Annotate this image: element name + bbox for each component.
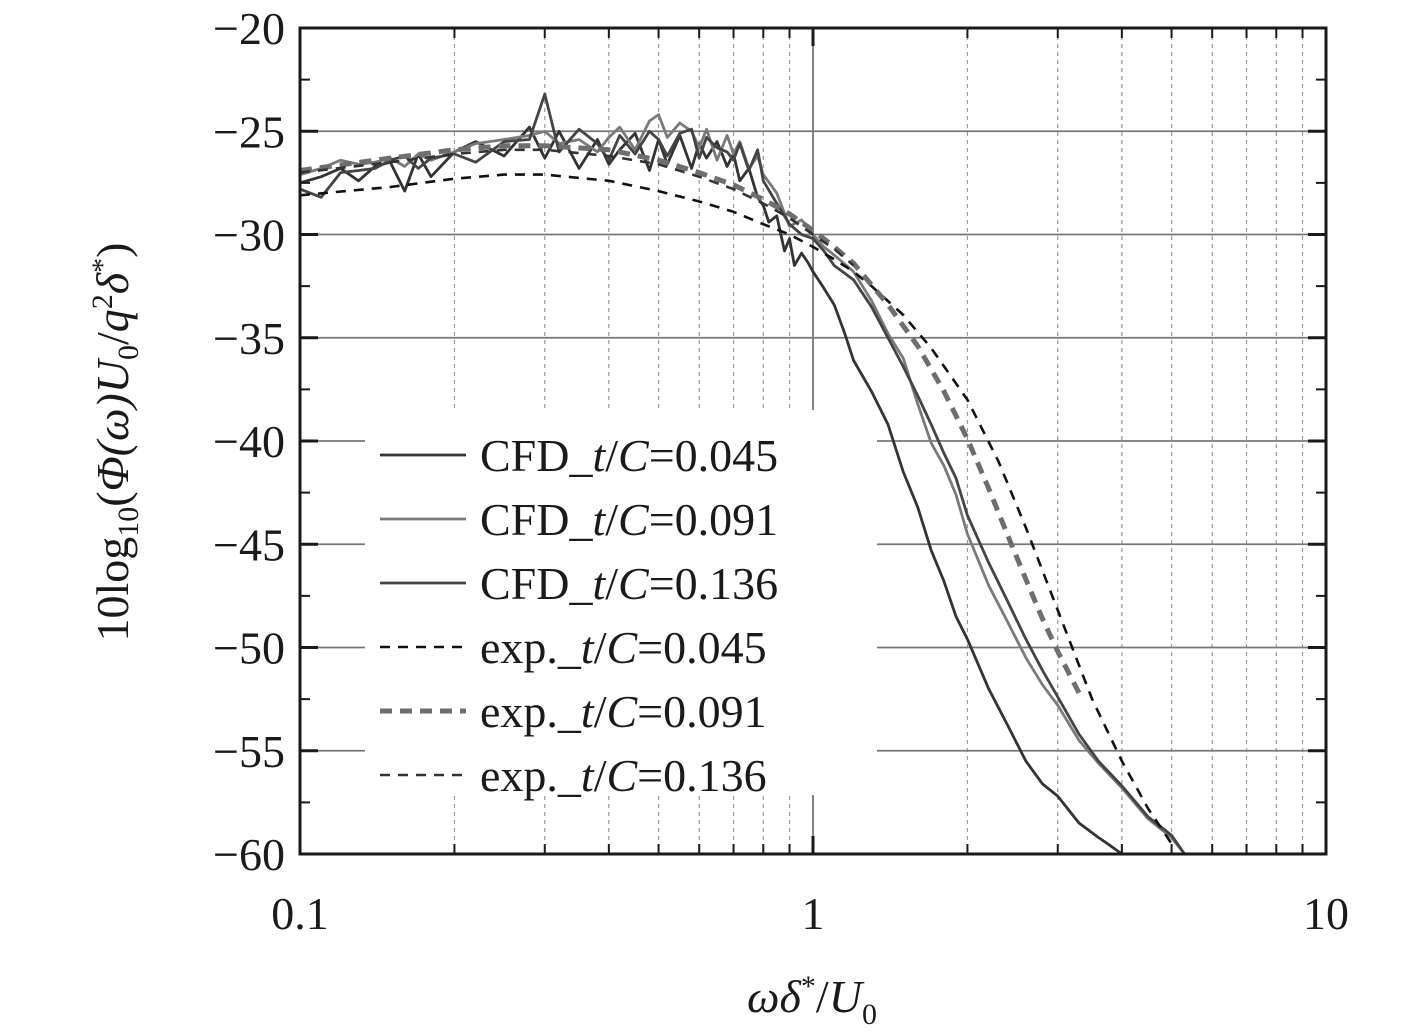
y-label-sup2: 2 <box>86 294 119 309</box>
y-label-sub0: 0 <box>112 345 145 360</box>
legend-label-part: t <box>581 622 595 673</box>
y-tick-label: −30 <box>213 210 285 261</box>
legend-label-5: exp._t/C=0.091 <box>480 686 767 737</box>
y-tick-label: −40 <box>213 416 285 467</box>
legend-label-part: =0.136 <box>649 558 778 609</box>
legend-label-part: =0.045 <box>637 622 766 673</box>
legend-label-part: CFD_ <box>480 558 593 609</box>
y-label-q: q <box>87 309 138 332</box>
legend-label-part: C <box>606 622 638 673</box>
y-axis-label: 10log10(Φ(ω)U0/q2δ*) <box>86 243 145 642</box>
legend-label-4: exp._t/C=0.045 <box>480 622 767 673</box>
legend-label-part: / <box>594 622 607 673</box>
y-label-omega: (ω) <box>87 393 138 456</box>
legend-label-part: =0.091 <box>649 494 778 545</box>
series-line-6 <box>299 148 855 267</box>
legend-label-part: =0.091 <box>637 686 766 737</box>
y-tick-label: −20 <box>213 3 285 54</box>
legend-label-part: C <box>606 686 638 737</box>
y-tick-label: −45 <box>213 519 285 570</box>
legend-label-part: / <box>605 494 618 545</box>
legend-label-part: t <box>581 686 595 737</box>
legend-label-part: C <box>618 558 650 609</box>
legend-label-part: =0.136 <box>637 750 766 801</box>
x-label-delta: δ <box>780 971 802 1022</box>
y-label-slash: / <box>87 332 138 345</box>
legend-label-part: exp._ <box>480 750 582 801</box>
y-tick-label: −35 <box>213 313 285 364</box>
x-label-u: U <box>829 971 865 1022</box>
y-label-close: ) <box>87 243 138 258</box>
tick-labels: 0.1 1 10 −20 −25 −30 −35 −40 −45 −50 −55 −60 <box>213 3 1349 939</box>
legend-label-1: CFD_t/C=0.045 <box>480 430 778 481</box>
legend-label-6: exp._t/C=0.136 <box>480 750 767 801</box>
x-label-omega: ω <box>747 971 779 1022</box>
y-label-phi: Φ <box>87 456 138 491</box>
x-tick-label: 0.1 <box>271 888 329 939</box>
legend-background <box>365 410 877 795</box>
legend-label-part: CFD_ <box>480 494 593 545</box>
legend-label-part: =0.045 <box>649 430 778 481</box>
legend-label-part: C <box>618 494 650 545</box>
legend-label-part: t <box>592 558 606 609</box>
legend-label-part: / <box>594 750 607 801</box>
y-label-open: ( <box>87 491 138 506</box>
x-axis-label: ωδ*/U0 <box>747 970 877 1031</box>
x-tick-label: 1 <box>802 888 825 939</box>
series-line-5 <box>299 143 1082 695</box>
x-label-star: * <box>801 970 816 1003</box>
y-tick-label: −60 <box>213 829 285 880</box>
x-label-sub0: 0 <box>862 998 877 1031</box>
y-label-delta: δ <box>87 272 138 294</box>
x-tick-label: 10 <box>1303 888 1349 939</box>
y-tick-label: −50 <box>213 623 285 674</box>
legend-label-part: t <box>592 494 606 545</box>
legend: CFD_t/C=0.045CFD_t/C=0.091CFD_t/C=0.136e… <box>380 430 778 801</box>
y-tick-label: −55 <box>213 726 285 777</box>
y-label-star: * <box>86 258 119 273</box>
legend-label-part: / <box>605 430 618 481</box>
y-label-prefix: 10log <box>87 537 138 642</box>
ticks <box>298 26 1328 856</box>
legend-label-part: t <box>592 430 606 481</box>
legend-label-part: t <box>581 750 595 801</box>
legend-label-part: / <box>605 558 618 609</box>
legend-label-3: CFD_t/C=0.136 <box>480 558 778 609</box>
x-label-slash: / <box>816 971 829 1022</box>
legend-label-part: exp._ <box>480 622 582 673</box>
series-line-4 <box>299 173 1173 845</box>
y-label-sub10: 10 <box>112 507 145 537</box>
legend-label-part: C <box>618 430 650 481</box>
legend-label-part: CFD_ <box>480 430 593 481</box>
series-line-3 <box>299 92 1186 855</box>
series-group <box>299 92 1186 856</box>
legend-label-part: exp._ <box>480 686 582 737</box>
legend-label-part: / <box>594 686 607 737</box>
legend-label-part: C <box>606 750 638 801</box>
y-label-u: U <box>87 357 138 393</box>
y-tick-label: −25 <box>213 106 285 157</box>
legend-label-2: CFD_t/C=0.091 <box>480 494 778 545</box>
series-line-2 <box>299 113 1186 855</box>
